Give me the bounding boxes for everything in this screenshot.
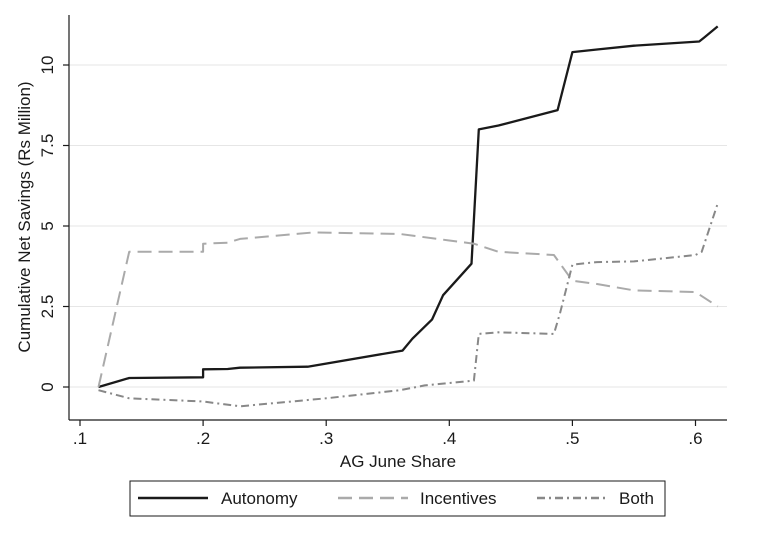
- x-tick-label: .6: [688, 429, 702, 448]
- ticks: 0 2.5 5 7.5 10 .1 .2 .3 .4 .5 .6: [38, 56, 703, 448]
- legend-label-both: Both: [619, 489, 654, 508]
- legend-box: [129, 480, 666, 517]
- x-axis-label: AG June Share: [340, 452, 456, 471]
- x-tick-label: .2: [196, 429, 210, 448]
- x-tick-label: .1: [73, 429, 87, 448]
- x-tick-label: .5: [565, 429, 579, 448]
- y-tick-label: 7.5: [38, 134, 57, 158]
- grid: [69, 64, 727, 388]
- y-tick-label: 10: [38, 56, 57, 75]
- legend-label-incentives: Incentives: [420, 489, 497, 508]
- x-tick-label: .3: [319, 429, 333, 448]
- x-tick-label: .4: [442, 429, 456, 448]
- y-tick-label: 2.5: [38, 295, 57, 319]
- series-line-both: [98, 203, 719, 408]
- legend: Autonomy Incentives Both: [129, 480, 666, 517]
- plot-area: [97, 25, 719, 408]
- axes: [68, 15, 727, 421]
- legend-label-autonomy: Autonomy: [221, 489, 298, 508]
- y-axis-label: Cumulative Net Savings (Rs Million): [15, 81, 34, 352]
- y-tick-label: 5: [38, 221, 57, 230]
- y-tick-label: 0: [38, 382, 57, 391]
- series-line-incentives: [97, 231, 719, 388]
- series-line-autonomy: [98, 25, 719, 389]
